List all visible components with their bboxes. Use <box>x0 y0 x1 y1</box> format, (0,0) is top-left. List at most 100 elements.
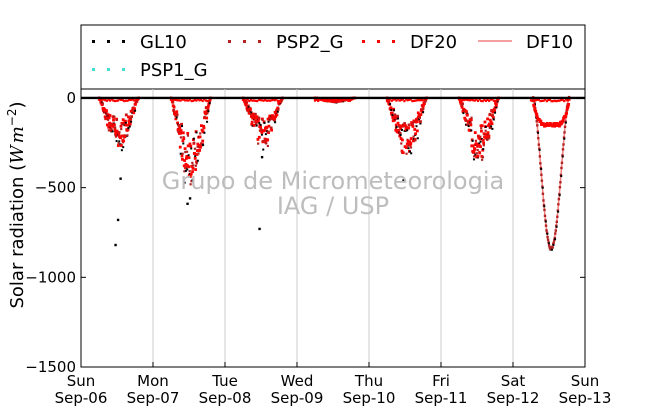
point-gl10 <box>396 117 399 120</box>
point-df20 <box>486 131 490 135</box>
point-psp2_g <box>408 123 411 126</box>
point-df20 <box>246 98 249 101</box>
point-df20 <box>131 98 134 101</box>
point-df20 <box>178 126 182 129</box>
point-df20 <box>462 98 465 102</box>
point-gl10 <box>118 140 121 143</box>
point-df20 <box>460 105 464 109</box>
point-gl10 <box>260 133 263 136</box>
point-df20 <box>566 105 570 108</box>
point-psp2_g <box>536 130 539 133</box>
legend-label: DF20 <box>410 32 457 53</box>
point-df20 <box>266 138 270 142</box>
point-df20 <box>564 115 567 119</box>
point-psp2_g <box>480 158 484 161</box>
point-df20 <box>476 154 480 158</box>
x-tick-weekday: Fri <box>432 372 450 390</box>
point-df20 <box>421 106 425 109</box>
point-df20 <box>201 99 204 103</box>
point-df20 <box>193 152 197 155</box>
point-df20 <box>169 98 173 102</box>
point-df20 <box>401 138 404 142</box>
point-df20 <box>132 99 135 102</box>
point-gl10 <box>410 152 413 155</box>
point-df20 <box>398 134 402 138</box>
point-df20 <box>412 99 416 103</box>
point-psp2_g <box>414 139 417 142</box>
point-psp2_g <box>185 166 188 169</box>
point-df20 <box>111 125 115 128</box>
legend-entry-psp2_g: PSP2_G <box>228 32 344 53</box>
point-df20 <box>396 121 400 125</box>
point-psp2_g <box>399 131 402 135</box>
point-df20 <box>250 122 254 126</box>
point-df20 <box>406 139 410 143</box>
point-df20 <box>178 145 182 149</box>
point-df20 <box>251 99 254 102</box>
point-df20 <box>174 117 178 121</box>
point-df20 <box>390 111 394 115</box>
point-gl10 <box>250 111 253 114</box>
legend-swatch <box>258 40 261 43</box>
point-psp2_g <box>255 122 258 125</box>
point-gl10 <box>494 111 497 114</box>
point-psp2_g <box>545 231 549 234</box>
point-df20 <box>420 99 423 102</box>
point-psp2_g <box>561 148 565 151</box>
point-psp2_g <box>481 156 485 159</box>
point-psp2_g <box>560 166 563 170</box>
point-gl10 <box>183 181 186 184</box>
point-psp2_g <box>191 161 194 164</box>
point-df20 <box>114 131 118 135</box>
point-psp2_g <box>174 114 177 117</box>
point-psp2_g <box>424 99 428 102</box>
point-psp2_g <box>249 106 252 110</box>
point-df20 <box>540 99 544 103</box>
point-gl10 <box>490 125 493 128</box>
point-psp2_g <box>115 118 118 122</box>
point-df20 <box>257 98 260 101</box>
point-df20 <box>173 98 176 101</box>
point-df20 <box>249 115 253 118</box>
point-df20 <box>204 99 207 102</box>
point-df20 <box>419 113 423 116</box>
point-df20 <box>190 99 193 103</box>
point-psp2_g <box>541 192 545 196</box>
point-psp2_g <box>419 120 422 123</box>
point-psp2_g <box>544 219 547 222</box>
point-gl10 <box>558 194 561 197</box>
point-df20 <box>332 98 336 101</box>
point-df20 <box>127 119 131 123</box>
point-df20 <box>252 123 256 127</box>
point-df20 <box>411 125 415 128</box>
x-tick-weekday: Sat <box>501 372 526 390</box>
point-df20 <box>107 98 110 101</box>
point-df20 <box>243 99 246 102</box>
point-df20 <box>405 126 409 130</box>
point-df20 <box>321 99 325 102</box>
point-df20 <box>404 124 407 128</box>
point-df20 <box>417 112 421 116</box>
point-gl10 <box>263 121 266 124</box>
point-df20 <box>489 120 493 124</box>
point-df20 <box>396 98 400 101</box>
point-df20 <box>193 98 196 102</box>
point-df20 <box>493 109 497 113</box>
point-psp2_g <box>547 244 551 247</box>
point-gl10 <box>175 116 178 119</box>
point-df20 <box>201 130 205 134</box>
point-df20 <box>102 98 105 101</box>
point-gl10 <box>180 125 183 128</box>
point-psp2_g <box>535 120 538 123</box>
ticks-layer: 0−500−1000−1500SunSep-06MonSep-07TueSep-… <box>25 89 611 407</box>
point-df20 <box>401 98 404 101</box>
point-psp2_g <box>208 99 212 102</box>
x-gridlines <box>152 89 514 367</box>
point-gl10 <box>419 122 422 125</box>
point-df20 <box>537 118 541 121</box>
point-df20 <box>565 108 569 111</box>
point-df20 <box>392 98 395 101</box>
point-df20 <box>104 99 107 102</box>
point-psp2_g <box>541 185 544 188</box>
legend-swatch <box>122 68 125 71</box>
